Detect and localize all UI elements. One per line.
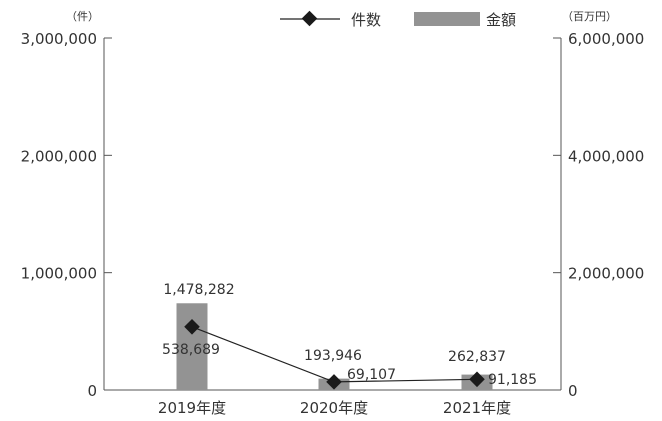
bar bbox=[176, 303, 208, 390]
left-tick-label: 0 bbox=[87, 382, 97, 400]
bar-value-label: 262,837 bbox=[448, 349, 506, 365]
right-tick-label: 6,000,000 bbox=[568, 30, 644, 48]
line-value-label: 91,185 bbox=[488, 372, 537, 388]
line-value-label: 69,107 bbox=[347, 367, 396, 383]
x-tick-label: 2020年度 bbox=[300, 399, 368, 417]
left-axis-ticks: 0 1,000,000 2,000,000 3,000,000 bbox=[21, 30, 112, 400]
left-axis-unit: （件） bbox=[66, 10, 99, 23]
line-value-label: 538,689 bbox=[162, 342, 220, 358]
bar-value-label: 193,946 bbox=[304, 348, 362, 364]
legend-label-bar: 金額 bbox=[486, 11, 516, 29]
x-tick-label: 2019年度 bbox=[158, 399, 226, 417]
right-axis-unit: （百万円） bbox=[562, 10, 617, 23]
right-tick-label: 0 bbox=[568, 382, 578, 400]
bar-value-label: 1,478,282 bbox=[163, 282, 234, 298]
right-axis-ticks: 0 2,000,000 4,000,000 6,000,000 bbox=[553, 30, 644, 400]
left-tick-label: 3,000,000 bbox=[21, 30, 97, 48]
legend-label-line: 件数 bbox=[351, 11, 381, 29]
left-tick-label: 1,000,000 bbox=[21, 265, 97, 283]
legend-bar-swatch bbox=[414, 12, 480, 26]
line-marker bbox=[184, 319, 200, 335]
right-tick-label: 2,000,000 bbox=[568, 265, 644, 283]
x-tick-label: 2021年度 bbox=[443, 399, 511, 417]
left-tick-label: 2,000,000 bbox=[21, 147, 97, 165]
legend-marker-swatch bbox=[301, 10, 318, 27]
right-tick-label: 4,000,000 bbox=[568, 147, 644, 165]
data-labels: 1,478,282 193,946 262,837 538,689 69,107 91,1… bbox=[162, 282, 537, 388]
legend: 件数 金額 bbox=[280, 10, 516, 29]
x-axis-labels: 2019年度 2020年度 2021年度 bbox=[158, 399, 511, 417]
